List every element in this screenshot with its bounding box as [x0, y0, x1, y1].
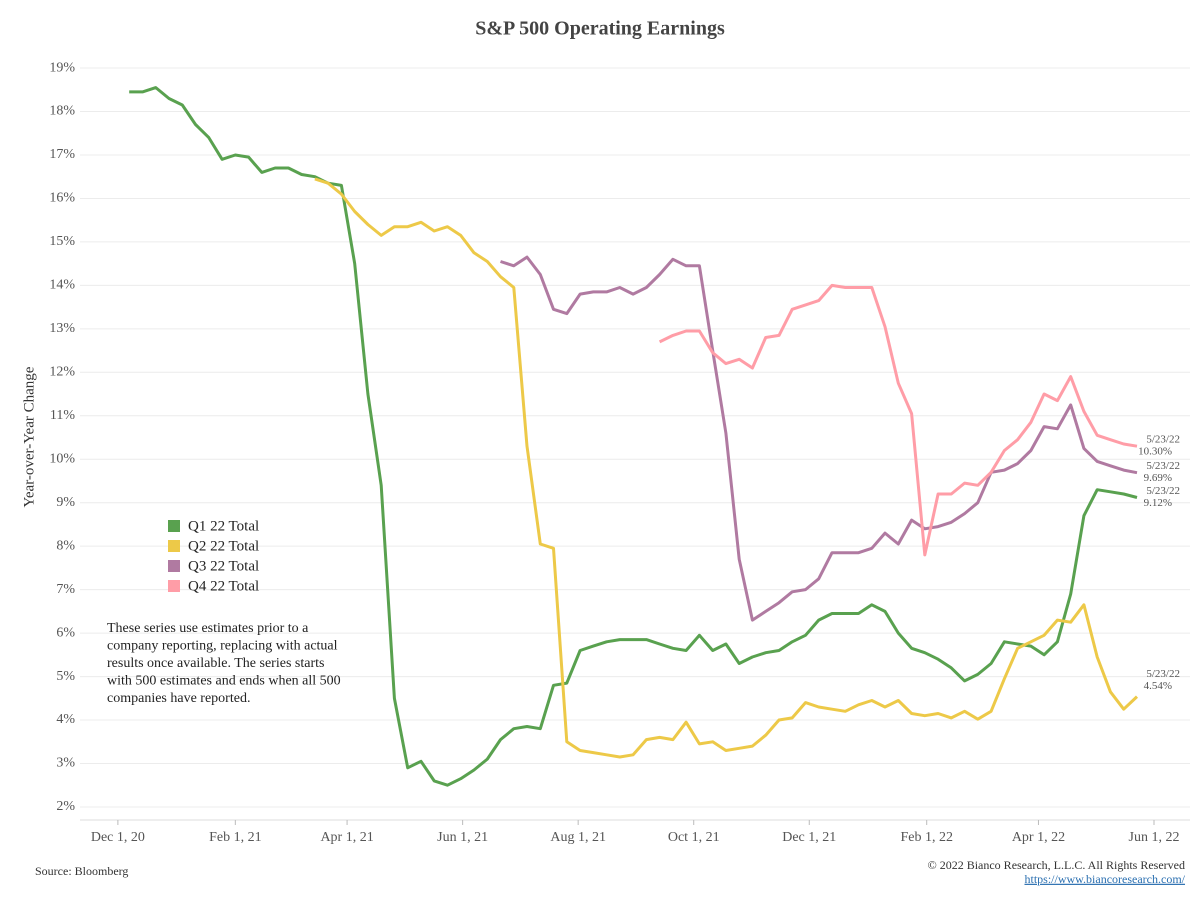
legend-label: Q4 22 Total — [188, 578, 259, 594]
legend-swatch — [168, 520, 180, 532]
legend-swatch — [168, 580, 180, 592]
x-tick-label: Feb 1, 21 — [209, 830, 262, 845]
x-tick-label: Apr 1, 22 — [1012, 830, 1065, 845]
y-tick-label: 11% — [50, 408, 75, 423]
annotation-line: with 500 estimates and ends when all 500 — [107, 674, 341, 689]
end-value-label: 9.12% — [1144, 497, 1172, 509]
y-tick-label: 13% — [49, 321, 75, 336]
y-tick-label: 8% — [56, 538, 75, 553]
x-tick-label: Jun 1, 21 — [437, 830, 488, 845]
y-tick-label: 7% — [56, 582, 75, 597]
y-tick-label: 14% — [49, 278, 75, 293]
annotation-line: results once available. The series start… — [107, 656, 324, 671]
y-axis-title: Year-over-Year Change — [21, 366, 37, 507]
series-line — [129, 86, 1138, 787]
end-value-label: 4.54% — [1144, 680, 1172, 692]
end-date-label: 5/23/22 — [1146, 485, 1180, 497]
x-tick-label: Jun 1, 22 — [1129, 830, 1180, 845]
end-date-label: 5/23/22 — [1146, 434, 1180, 446]
legend-swatch — [168, 540, 180, 552]
x-tick-label: Oct 1, 21 — [668, 830, 720, 845]
y-tick-label: 19% — [49, 60, 75, 75]
x-tick-label: Aug 1, 21 — [550, 830, 606, 845]
source: Source: Bloomberg — [35, 864, 128, 878]
legend-label: Q3 22 Total — [188, 558, 259, 574]
y-tick-label: 12% — [49, 365, 75, 380]
legend-label: Q2 22 Total — [188, 538, 259, 554]
chart-title: S&P 500 Operating Earnings — [475, 18, 725, 40]
y-tick-label: 17% — [49, 147, 75, 162]
series-line — [500, 255, 1138, 622]
url-link[interactable]: https://www.biancoresearch.com/ — [1024, 872, 1185, 886]
series-line — [658, 283, 1138, 557]
legend-label: Q1 22 Total — [188, 518, 259, 534]
y-tick-label: 15% — [49, 234, 75, 249]
y-tick-label: 4% — [56, 712, 75, 727]
end-date-label: 5/23/22 — [1146, 668, 1180, 680]
y-tick-label: 18% — [49, 104, 75, 119]
end-value-label: 9.69% — [1144, 472, 1172, 484]
legend-swatch — [168, 560, 180, 572]
y-tick-label: 3% — [56, 756, 75, 771]
annotation-line: These series use estimates prior to a — [107, 621, 309, 636]
y-tick-label: 6% — [56, 625, 75, 640]
y-tick-label: 9% — [56, 495, 75, 510]
y-tick-label: 16% — [49, 191, 75, 206]
y-tick-label: 10% — [49, 451, 75, 466]
y-tick-label: 2% — [56, 799, 75, 814]
x-tick-label: Dec 1, 21 — [782, 830, 836, 845]
y-tick-label: 5% — [56, 669, 75, 684]
end-value-label: 10.30% — [1138, 446, 1172, 458]
series-line — [314, 177, 1139, 759]
x-tick-label: Feb 1, 22 — [900, 830, 953, 845]
copyright: © 2022 Bianco Research, L.L.C. All Right… — [928, 858, 1185, 872]
x-tick-label: Apr 1, 21 — [320, 830, 373, 845]
end-date-label: 5/23/22 — [1146, 460, 1180, 472]
annotation-line: company reporting, replacing with actual — [107, 639, 338, 654]
x-tick-label: Dec 1, 20 — [91, 830, 145, 845]
annotation-line: companies have reported. — [107, 691, 250, 706]
